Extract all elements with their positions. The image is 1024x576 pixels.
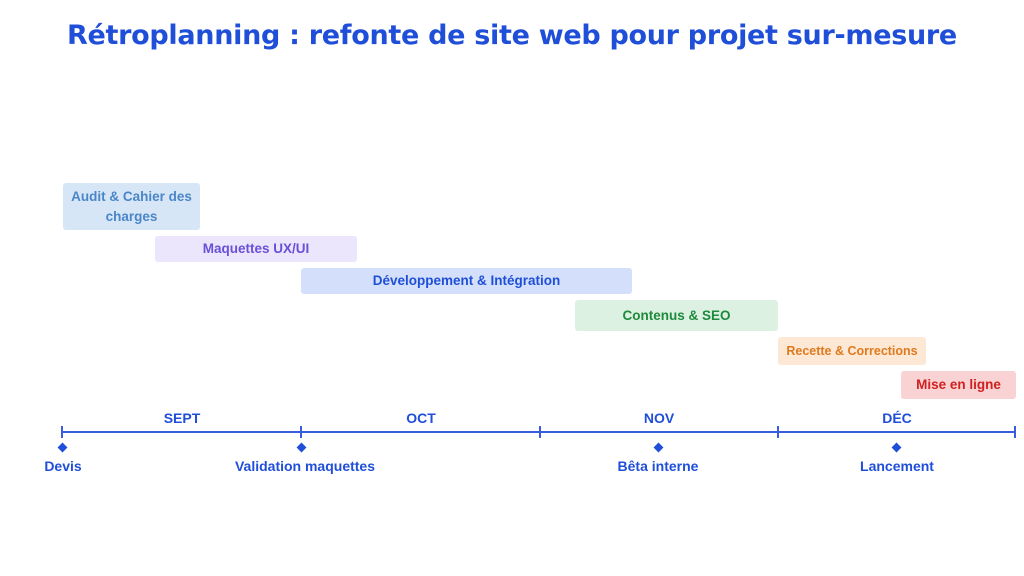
- month-label: OCT: [406, 410, 436, 426]
- month-label: DÉC: [882, 410, 912, 426]
- task-label: Mise en ligne: [916, 377, 1001, 392]
- task-label: Audit & Cahier des charges: [71, 188, 192, 224]
- milestone-label: Lancement: [860, 458, 934, 474]
- milestone-diamond-icon: [891, 442, 902, 453]
- milestone-diamond-icon: [296, 442, 307, 453]
- timeline-tick: [61, 426, 63, 438]
- milestone-label: Bêta interne: [617, 458, 699, 474]
- timeline-tick: [539, 426, 541, 438]
- timeline-tick: [1014, 426, 1016, 438]
- task-developpement: Développement & Intégration: [301, 268, 632, 294]
- task-audit: Audit & Cahier des charges: [63, 183, 200, 230]
- timeline-tick: [777, 426, 779, 438]
- milestone-label: Devis: [44, 458, 82, 474]
- month-label: NOV: [643, 410, 675, 426]
- task-label: Maquettes UX/UI: [202, 241, 310, 256]
- page-title: Rétroplanning : refonte de site web pour…: [67, 20, 957, 51]
- task-label: Recette & Corrections: [786, 344, 918, 358]
- task-contenus: Contenus & SEO: [575, 300, 778, 331]
- task-maquettes: Maquettes UX/UI: [155, 236, 357, 262]
- milestone-label: Validation maquettes: [234, 458, 376, 474]
- task-mise-en-ligne: Mise en ligne: [901, 371, 1016, 399]
- task-label: Contenus & SEO: [622, 307, 731, 323]
- timeline-tick: [300, 426, 302, 438]
- milestone-diamond-icon: [57, 442, 68, 453]
- task-label: Développement & Intégration: [372, 273, 561, 288]
- month-label: SEPT: [163, 410, 201, 426]
- task-recette: Recette & Corrections: [778, 337, 926, 365]
- milestone-diamond-icon: [653, 442, 664, 453]
